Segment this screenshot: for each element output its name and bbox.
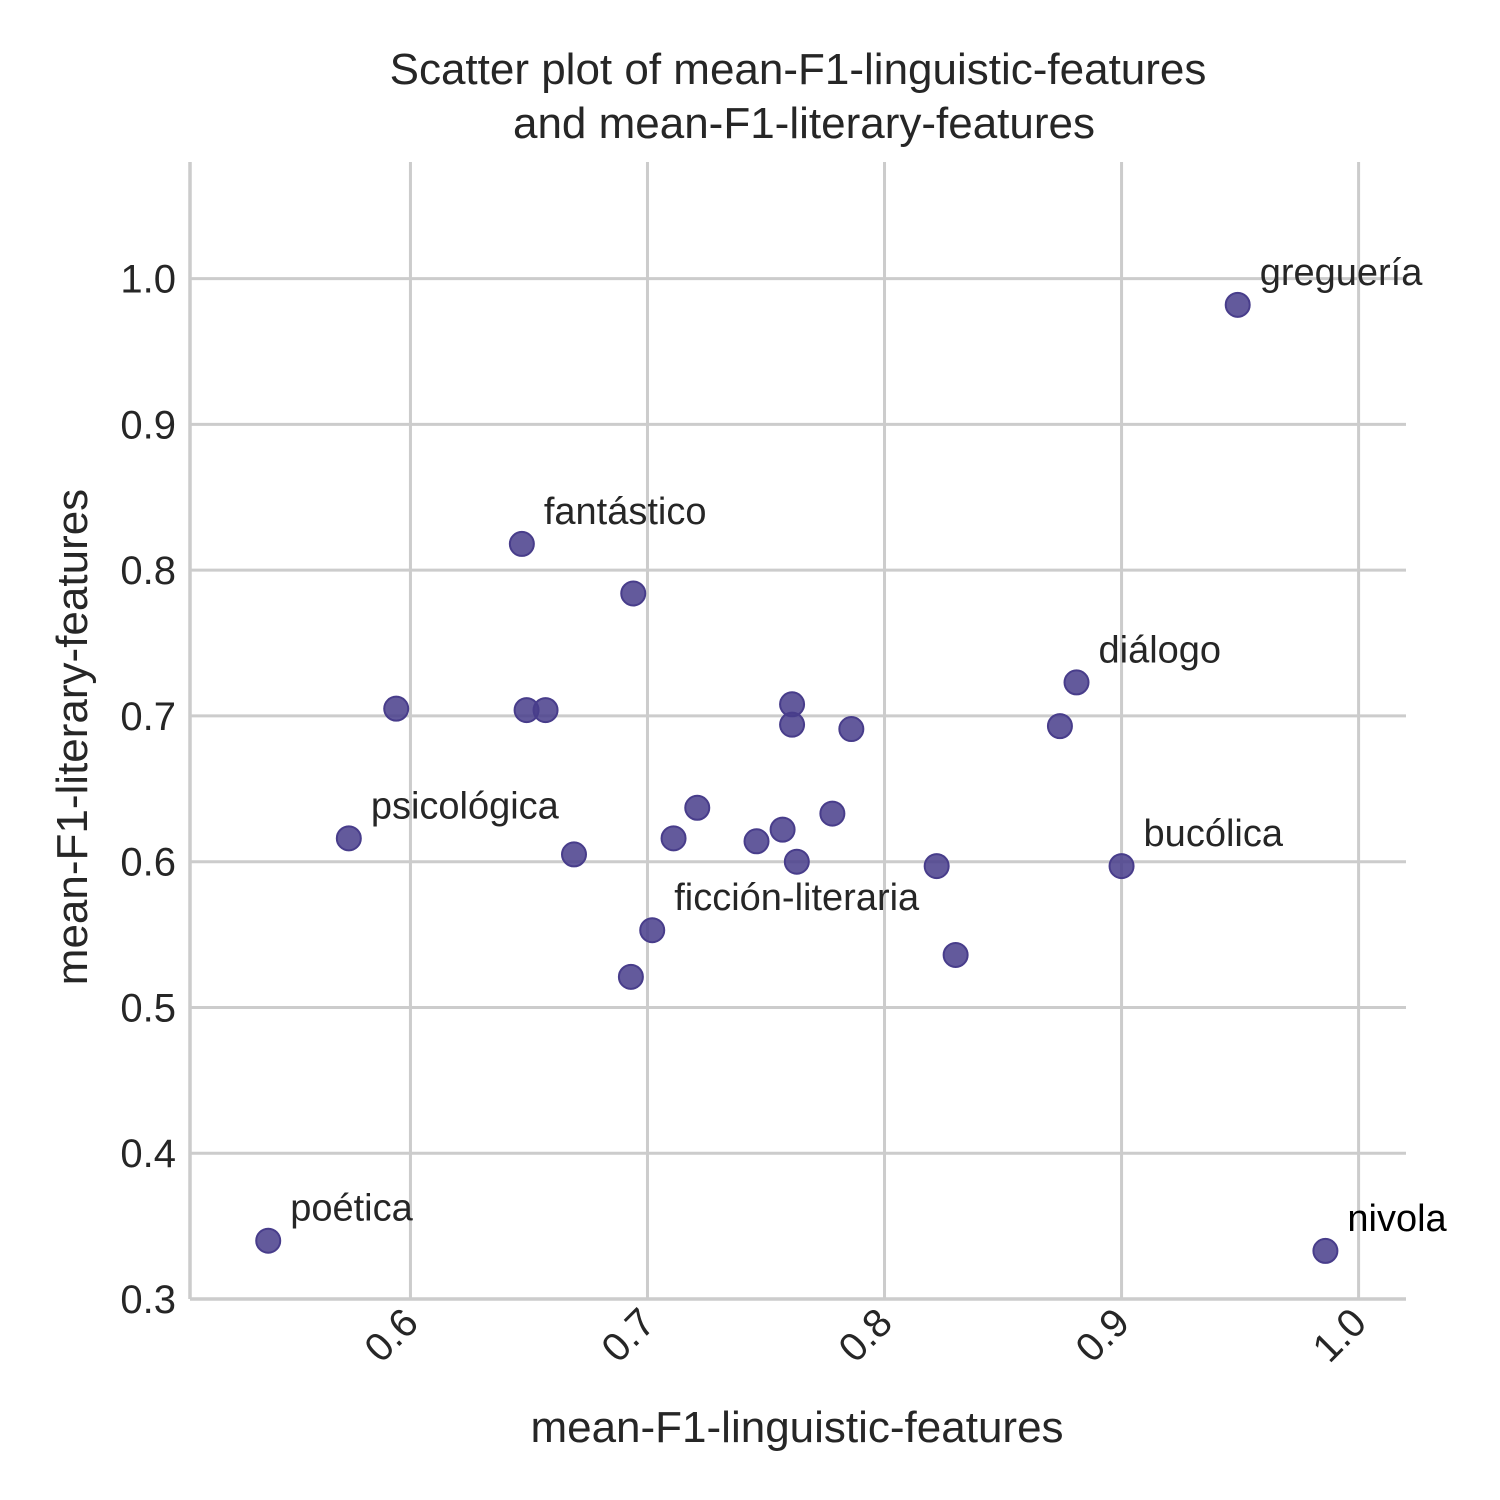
scatter-point	[1108, 853, 1135, 880]
scatter-point	[684, 794, 711, 821]
y-tick-label: 0.7	[120, 695, 176, 739]
data-points	[255, 291, 1339, 1264]
y-tick-label: 0.4	[120, 1132, 176, 1176]
scatter-point	[620, 580, 647, 607]
scatter-point	[561, 841, 587, 868]
y-tick-label: 0.3	[120, 1278, 176, 1322]
x-tick-label: 1.0	[1305, 1300, 1375, 1370]
scatter-point	[1046, 713, 1073, 740]
x-tick-label: 0.9	[1067, 1300, 1137, 1370]
y-axis-label: mean-F1-literary-features	[48, 489, 97, 985]
scatter-point	[838, 716, 865, 743]
point-annotation: diálogo	[1099, 629, 1222, 671]
scatter-point	[383, 695, 410, 722]
scatter-point	[335, 825, 362, 852]
y-tick-label: 0.5	[120, 986, 176, 1030]
scatter-point	[1224, 291, 1251, 318]
scatter-point	[819, 800, 846, 827]
scatter-point	[255, 1227, 282, 1254]
x-tick-label: 0.8	[830, 1300, 900, 1370]
point-annotation: poética	[290, 1188, 413, 1230]
scatter-point	[779, 711, 806, 738]
scatter-point	[1312, 1237, 1339, 1264]
scatter-point	[942, 941, 969, 968]
tick-labels: 0.3 0.4 0.5 0.6 0.7 0.8 0.9 1.0 0.6 0.7 0.8 0.9 1.0	[120, 258, 1375, 1371]
point-labels: greguería fantástico diálogo psicológica buc…	[290, 252, 1447, 1240]
x-tick-label: 0.7	[593, 1300, 663, 1370]
point-annotation: greguería	[1260, 252, 1424, 294]
y-tick-label: 0.6	[120, 841, 176, 885]
scatter-point	[783, 848, 810, 875]
scatter-point	[508, 530, 535, 557]
point-annotation: fantástico	[544, 491, 707, 533]
axes	[188, 162, 1406, 1301]
point-annotation: bucólica	[1144, 813, 1284, 855]
scatter-point	[639, 917, 666, 944]
point-annotation: nivola	[1347, 1198, 1447, 1240]
x-tick-label: 0.6	[356, 1300, 426, 1370]
chart-title-line-1: Scatter plot of mean-F1-linguistic-featu…	[389, 45, 1207, 94]
scatter-point	[769, 816, 796, 843]
scatter-point	[617, 963, 644, 990]
point-annotation: psicológica	[371, 785, 560, 827]
scatter-point	[743, 828, 770, 855]
y-tick-label: 0.9	[120, 403, 176, 447]
scatter-point	[923, 853, 950, 880]
chart-title-line-2: and mean-F1-literary-features	[512, 99, 1095, 148]
y-tick-label: 0.8	[120, 549, 176, 593]
scatter-point	[660, 825, 687, 852]
point-annotation: ficción-literaria	[674, 877, 920, 919]
y-tick-label: 1.0	[120, 258, 176, 302]
scatter-point	[1063, 669, 1090, 696]
x-axis-label: mean-F1-linguistic-features	[530, 1403, 1063, 1452]
scatter-point	[532, 697, 559, 724]
